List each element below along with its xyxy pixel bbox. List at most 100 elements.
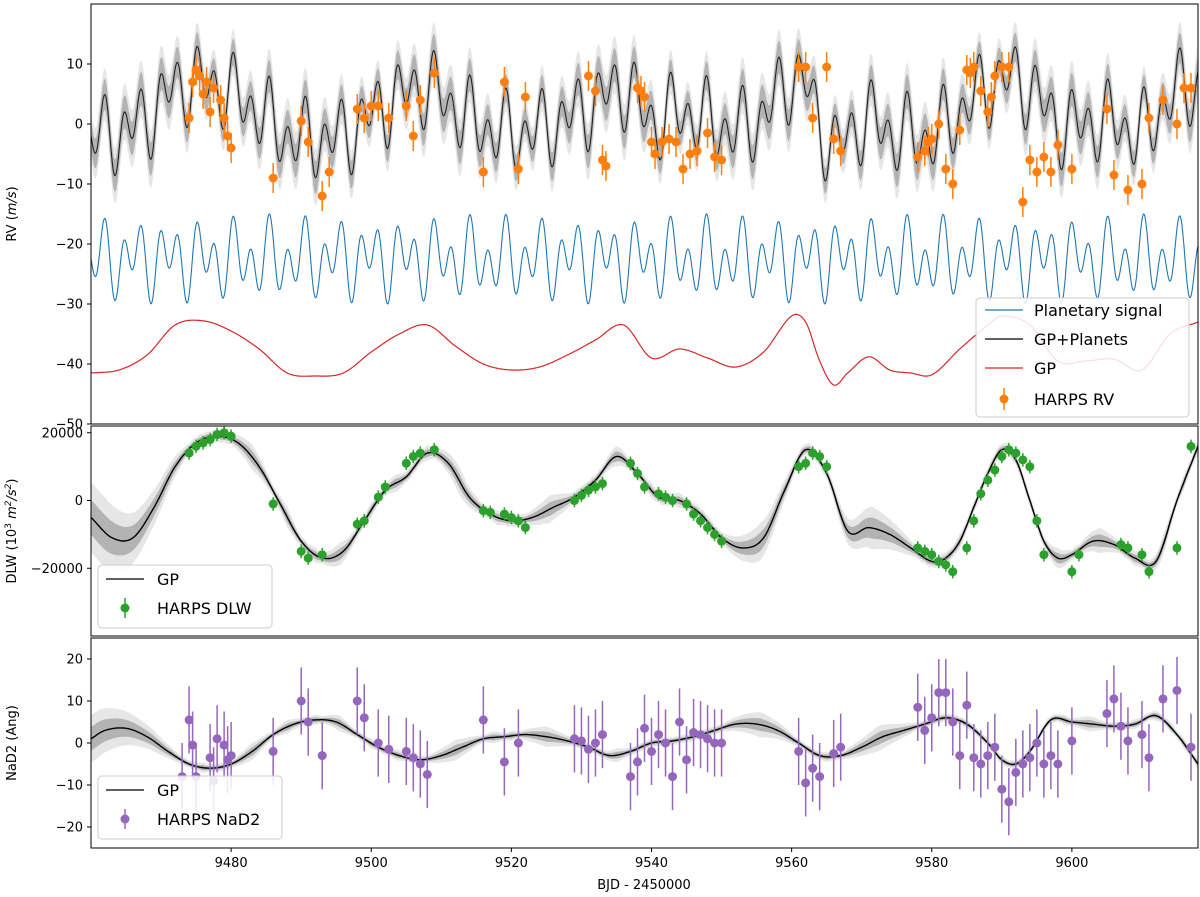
data-point	[664, 134, 674, 144]
data-point	[808, 113, 818, 123]
x-tick-label: 9480	[215, 856, 248, 871]
data-point	[696, 516, 706, 526]
data-point	[209, 83, 219, 93]
data-point	[359, 516, 369, 526]
data-point	[710, 529, 720, 539]
y-tick-label: 0	[75, 494, 83, 509]
data-point	[976, 86, 986, 96]
data-point	[675, 717, 685, 727]
data-point	[1053, 759, 1063, 769]
data-point	[195, 71, 205, 81]
data-point	[1116, 540, 1126, 550]
data-point	[920, 725, 930, 735]
data-point	[373, 738, 383, 748]
data-point	[513, 738, 523, 748]
legend-nad2-marker	[120, 814, 130, 824]
data-point	[941, 688, 951, 698]
dlw-panel: 20000 0 −20000 DLW (103 m2/s2) GP HARPS DL…	[4, 425, 1199, 637]
data-point	[1186, 441, 1196, 451]
data-point	[682, 755, 692, 765]
legend-harps-rv-marker	[999, 394, 1009, 404]
data-point	[1109, 170, 1119, 180]
data-point	[913, 543, 923, 553]
y-tick-label: −10	[56, 779, 83, 794]
data-point	[815, 451, 825, 461]
data-point	[1186, 83, 1196, 93]
data-point	[1011, 448, 1021, 458]
data-point	[829, 134, 839, 144]
data-point	[976, 489, 986, 499]
data-point	[808, 448, 818, 458]
data-point	[401, 101, 411, 111]
data-point	[188, 77, 198, 87]
data-point	[1025, 462, 1035, 472]
data-point	[836, 146, 846, 156]
data-point	[822, 62, 832, 72]
rv-ylabel: RV (m/s)	[5, 186, 20, 241]
y-tick-label: 20000	[42, 426, 83, 441]
data-point	[962, 700, 972, 710]
data-point	[717, 738, 727, 748]
data-point	[352, 104, 362, 114]
data-point	[717, 155, 727, 165]
data-point	[941, 164, 951, 174]
data-point	[801, 62, 811, 72]
data-point	[597, 730, 607, 740]
data-point	[366, 101, 376, 111]
data-point	[703, 128, 713, 138]
data-point	[401, 458, 411, 468]
data-point	[303, 553, 313, 563]
data-point	[601, 161, 611, 171]
data-point	[296, 696, 306, 706]
data-point	[324, 167, 334, 177]
data-point	[296, 546, 306, 556]
data-point	[955, 751, 965, 761]
legend-harps-rv-label: HARPS RV	[1034, 390, 1114, 409]
data-point	[969, 62, 979, 72]
data-point	[583, 744, 593, 754]
data-point	[1137, 730, 1147, 740]
data-point	[597, 479, 607, 489]
data-point	[576, 736, 586, 746]
data-point	[927, 134, 937, 144]
data-point	[1123, 185, 1133, 195]
data-point	[198, 89, 208, 99]
data-point	[478, 167, 488, 177]
y-tick-label: −10	[56, 178, 83, 193]
legend-gp-label: GP	[1034, 359, 1056, 378]
x-tick-label: 9600	[1055, 856, 1088, 871]
data-point	[948, 717, 958, 727]
data-point	[226, 431, 236, 441]
data-point	[1011, 767, 1021, 777]
dlw-legend: GP HARPS DLW	[97, 564, 273, 629]
data-point	[219, 428, 229, 438]
data-point	[569, 734, 579, 744]
data-point	[948, 179, 958, 189]
data-point	[692, 146, 702, 156]
data-point	[359, 713, 369, 723]
data-point	[934, 688, 944, 698]
data-point	[513, 164, 523, 174]
data-point	[962, 543, 972, 553]
data-point	[654, 730, 664, 740]
data-point	[1172, 543, 1182, 553]
data-point	[990, 742, 1000, 752]
data-point	[703, 734, 713, 744]
data-point	[983, 751, 993, 761]
data-point	[1039, 759, 1049, 769]
data-point	[268, 746, 278, 756]
data-point	[1144, 113, 1154, 123]
data-point	[317, 191, 327, 201]
y-tick-label: −20	[56, 238, 83, 253]
data-point	[632, 757, 642, 767]
data-point	[205, 753, 215, 763]
data-point	[205, 107, 215, 117]
nad2-ylabel: NaD2 (Ang)	[5, 705, 20, 781]
data-point	[499, 757, 509, 767]
data-point	[696, 730, 706, 740]
data-point	[822, 462, 832, 472]
data-point	[520, 523, 530, 533]
data-point	[429, 68, 439, 78]
data-point	[941, 560, 951, 570]
data-point	[184, 715, 194, 725]
